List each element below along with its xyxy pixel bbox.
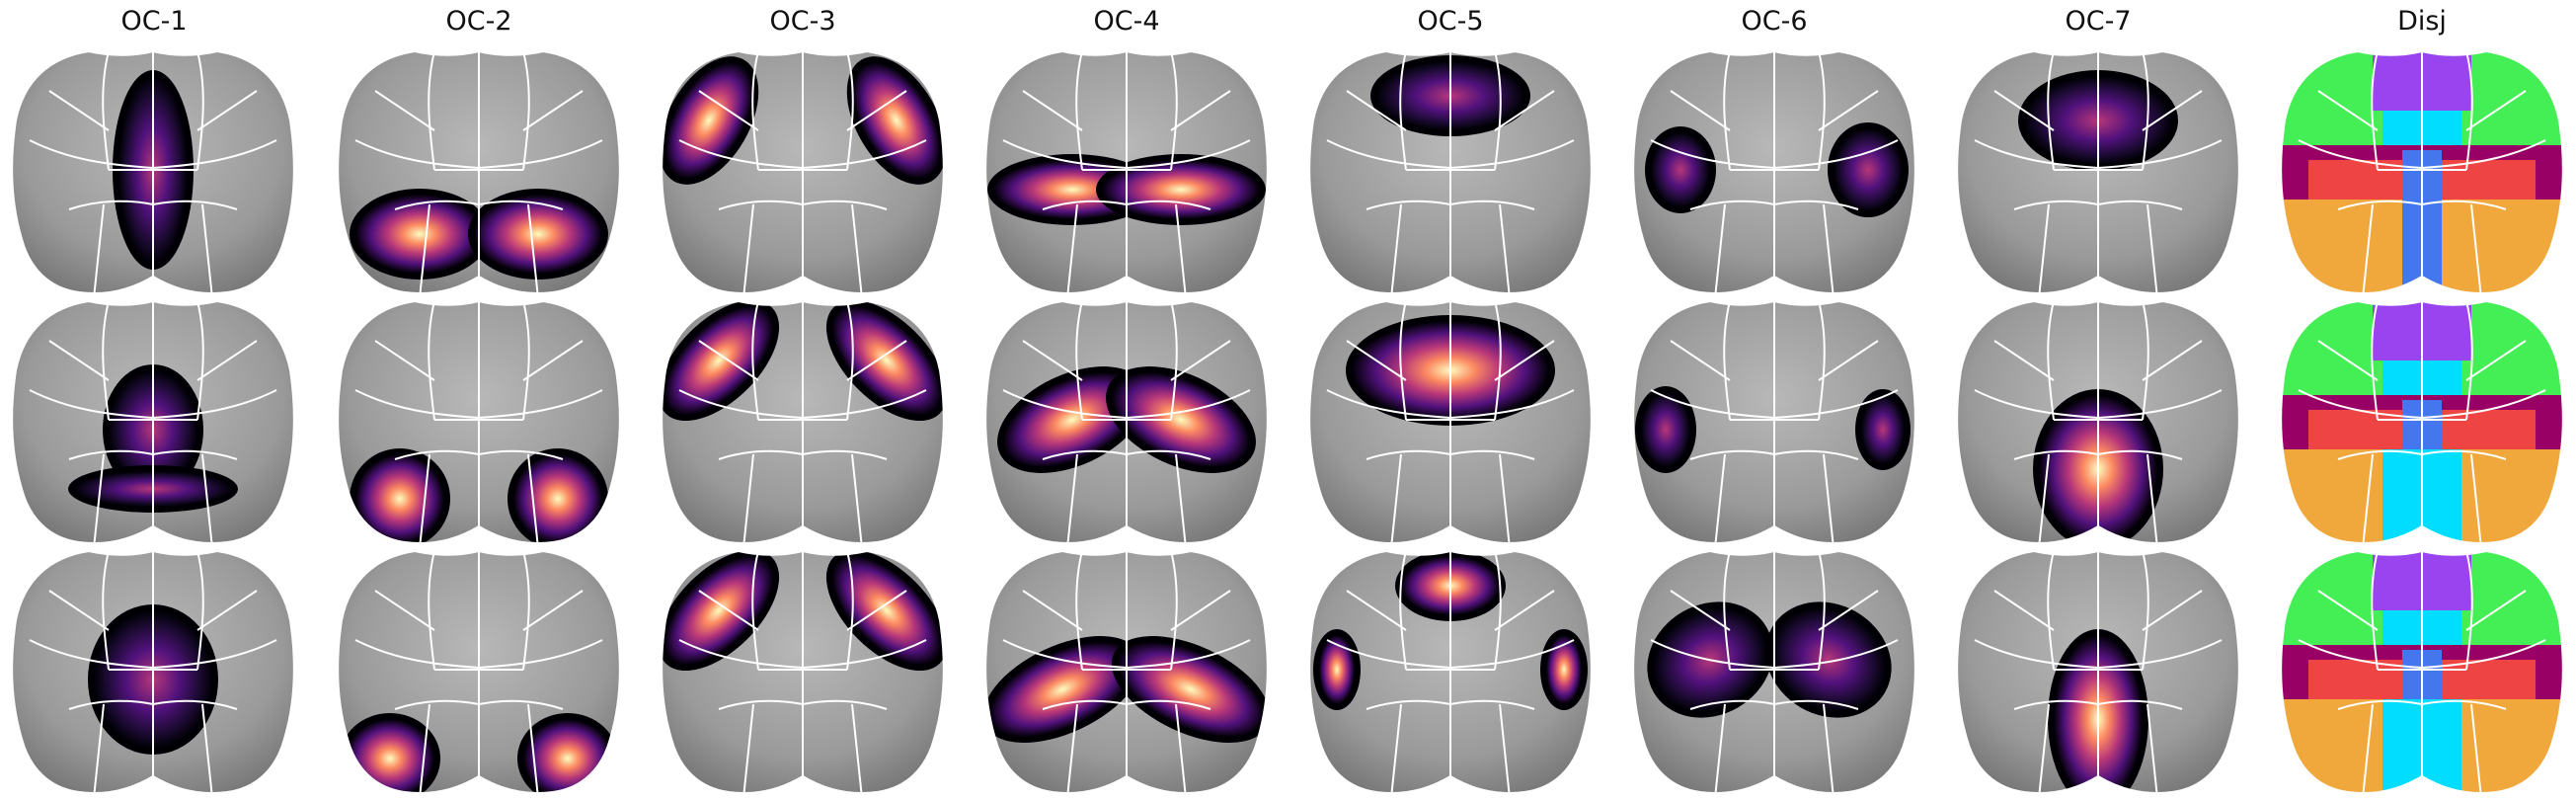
- activation-blob: [1102, 160, 1260, 219]
- region-boundaries: [1002, 51, 1251, 294]
- activation-blob: [1771, 607, 1886, 712]
- activation-blob: [831, 555, 942, 666]
- brain-panel-c5-r2: [1308, 300, 1593, 545]
- brain-panel-c7-r2: [1956, 300, 2240, 545]
- region-boundaries: [354, 551, 603, 794]
- region-boundaries: [1002, 551, 1251, 794]
- region-boundaries: [1002, 301, 1251, 544]
- activation-blob: [852, 62, 941, 179]
- activation-blob: [831, 305, 942, 416]
- brain-panel-c1-r1: [11, 50, 295, 295]
- region-boundaries: [1326, 51, 1575, 294]
- brain-panel-c8-r3: [2280, 550, 2564, 795]
- region-boundaries: [2298, 51, 2546, 294]
- column-title-oc-1: OC-1: [120, 6, 187, 37]
- brain-panel-c4-r3: [984, 550, 1269, 795]
- column-title-oc-4: OC-4: [1093, 6, 1159, 37]
- brain-panel-c8-r2: [2280, 300, 2564, 545]
- activation-blob: [664, 555, 774, 666]
- activation-blob: [1861, 395, 1905, 464]
- region-boundaries: [2298, 551, 2546, 794]
- brain-panel-c8-r1: [2280, 50, 2564, 295]
- column-titles: OC-1 OC-2 OC-3 OC-4 OC-5 OC-6 OC-7 Disj: [120, 6, 2446, 37]
- region-boundaries: [354, 301, 603, 544]
- brain-panel-c7-r1: [1956, 50, 2240, 295]
- activation-blob: [1834, 128, 1903, 211]
- brain-panel-c3-r3: [661, 550, 945, 795]
- brain-panel-c6-r3: [1632, 550, 1916, 795]
- brain-panel-c2-r1: [337, 50, 621, 295]
- activation-blob: [1111, 371, 1251, 468]
- region-boundaries: [29, 51, 277, 294]
- brain-panel-c7-r3: [1956, 550, 2240, 795]
- brain-panel-c6-r1: [1632, 50, 1916, 295]
- activation-blob: [355, 454, 444, 543]
- region-boundaries: [354, 51, 603, 294]
- column-title-oc-2: OC-2: [445, 6, 511, 37]
- activation-blob: [1546, 635, 1582, 704]
- region-boundaries: [1974, 301, 2223, 544]
- region-boundaries: [29, 301, 277, 544]
- column-title-oc-5: OC-5: [1417, 6, 1483, 37]
- brain-panel-c4-r2: [984, 300, 1269, 545]
- column-title-oc-6: OC-6: [1741, 6, 1807, 37]
- brain-panel-c5-r3: [1308, 550, 1593, 795]
- region-boundaries: [1650, 51, 1899, 294]
- activation-blob: [513, 454, 602, 543]
- activation-blob: [474, 195, 602, 274]
- activation-blob: [664, 305, 774, 416]
- region-boundaries: [1650, 551, 1899, 794]
- brain-panel-c4-r1: [984, 50, 1269, 295]
- brain-panel-c1-r2: [11, 300, 295, 545]
- region-boundaries: [1974, 51, 2223, 294]
- activation-blob: [355, 195, 484, 274]
- brain-map-grid: [11, 50, 2564, 795]
- activation-blob: [1651, 132, 1710, 207]
- column-title-disj: Disj: [2397, 6, 2447, 37]
- column-title-oc-7: OC-7: [2065, 6, 2131, 37]
- region-boundaries: [1326, 551, 1575, 794]
- activation-blob: [1641, 392, 1690, 467]
- region-boundaries: [1974, 551, 2223, 794]
- region-boundaries: [2298, 301, 2546, 544]
- brain-panel-c3-r2: [661, 300, 945, 545]
- brain-panel-c6-r2: [1632, 300, 1916, 545]
- brain-panel-c3-r1: [661, 50, 945, 295]
- region-boundaries: [678, 301, 927, 544]
- activation-blob: [664, 62, 753, 179]
- activation-blob: [1319, 635, 1355, 704]
- region-boundaries: [29, 551, 277, 794]
- brain-panel-c2-r2: [337, 300, 621, 545]
- column-title-oc-3: OC-3: [769, 6, 835, 37]
- region-boundaries: [678, 551, 927, 794]
- brain-panel-c1-r3: [11, 550, 295, 795]
- brain-panel-c5-r1: [1308, 50, 1593, 295]
- region-boundaries: [1650, 301, 1899, 544]
- region-boundaries: [1326, 301, 1575, 544]
- brain-panel-c2-r3: [337, 550, 621, 795]
- region-boundaries: [678, 51, 927, 294]
